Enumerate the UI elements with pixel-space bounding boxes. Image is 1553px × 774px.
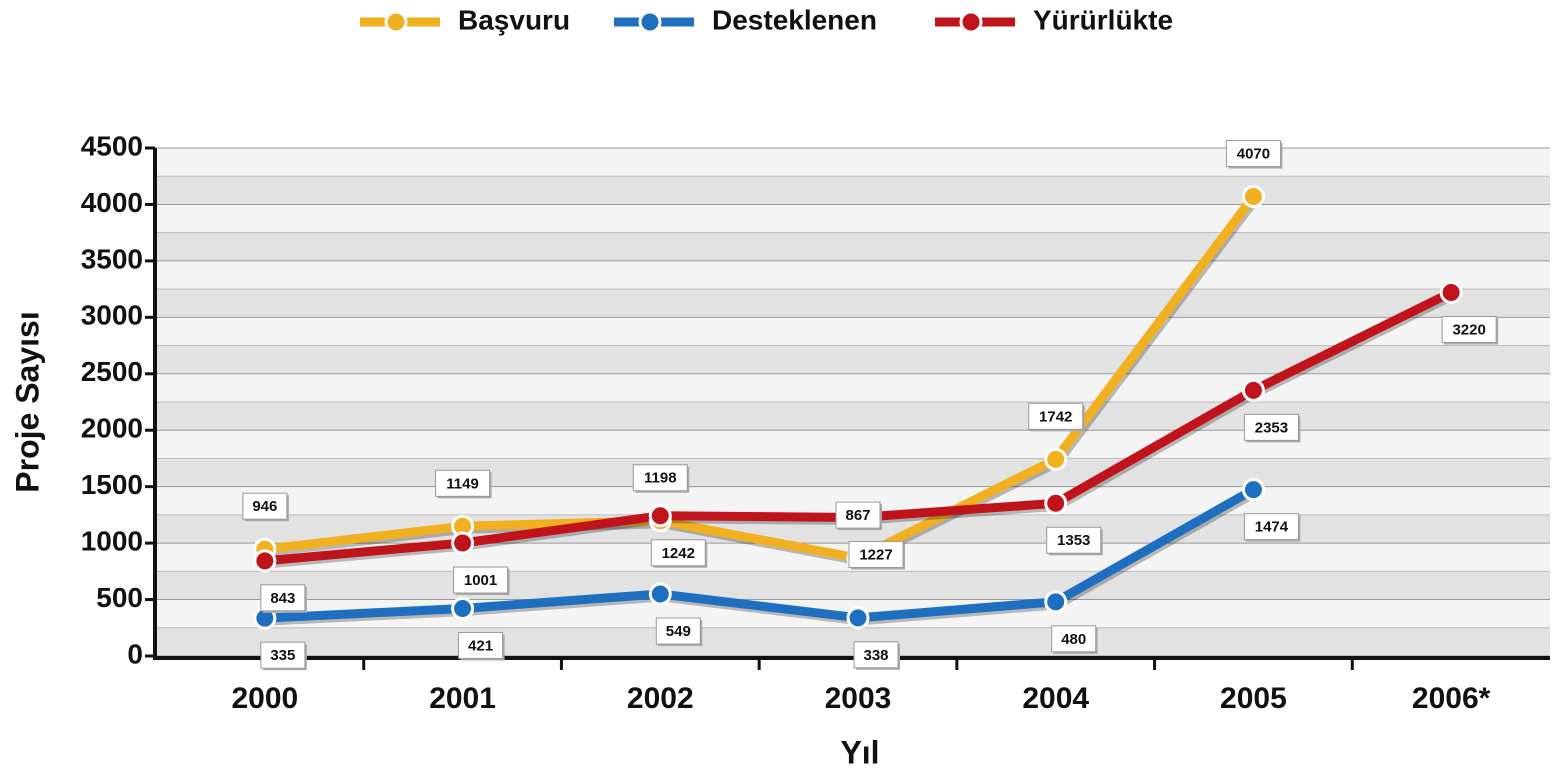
data-label: 1742 xyxy=(1039,408,1072,425)
data-label: 1227 xyxy=(859,546,892,563)
y-tick-label: 3000 xyxy=(81,300,143,331)
data-label-box xyxy=(1441,315,1497,343)
data-label-box xyxy=(1046,526,1102,554)
grid-band xyxy=(155,402,1550,431)
x-tick-label: 2003 xyxy=(825,682,892,715)
data-point xyxy=(846,606,870,630)
grid-band xyxy=(155,176,1550,205)
data-label: 3220 xyxy=(1452,321,1485,338)
data-label: 843 xyxy=(270,590,295,607)
y-tick-label: 4000 xyxy=(81,187,143,218)
legend-label: Yürürlükte xyxy=(1033,4,1173,35)
x-tick-label: 2005 xyxy=(1220,682,1287,715)
data-label: 1474 xyxy=(1255,519,1289,536)
legend-marker xyxy=(384,10,408,34)
data-point xyxy=(451,531,475,555)
x-tick-label: 2002 xyxy=(627,682,694,715)
x-tick-label: 2001 xyxy=(429,682,496,715)
x-tick-label: 2004 xyxy=(1022,682,1089,715)
data-label-box xyxy=(655,617,701,645)
data-label-box xyxy=(453,566,509,594)
data-label: 335 xyxy=(270,647,295,664)
data-label-box xyxy=(1028,402,1084,430)
data-label: 1001 xyxy=(464,572,497,589)
data-label-box xyxy=(435,469,491,497)
y-tick-label: 1500 xyxy=(81,469,143,500)
y-tick-label: 3500 xyxy=(81,243,143,274)
legend-label: Desteklenen xyxy=(712,4,877,35)
data-label-box xyxy=(1243,413,1299,441)
data-label-box xyxy=(650,539,706,567)
legend-marker xyxy=(638,10,662,34)
data-label-box xyxy=(848,540,904,568)
data-label: 4070 xyxy=(1237,146,1270,163)
x-tick-label: 2000 xyxy=(231,682,298,715)
data-label: 1242 xyxy=(662,545,695,562)
x-axis-label: Yıl xyxy=(840,734,879,770)
y-tick-label: 2000 xyxy=(81,413,143,444)
data-label: 338 xyxy=(863,647,888,664)
legend-marker xyxy=(959,10,983,34)
data-label: 2353 xyxy=(1255,419,1288,436)
grid-band xyxy=(155,289,1550,318)
data-label-box xyxy=(1225,140,1281,168)
data-label: 867 xyxy=(845,507,870,524)
data-point xyxy=(648,504,672,528)
data-label: 1198 xyxy=(644,470,677,487)
data-label-box xyxy=(1051,625,1097,653)
grid-band xyxy=(155,232,1550,261)
y-tick-label: 500 xyxy=(96,582,143,613)
data-point xyxy=(1044,590,1068,614)
y-tick-label: 0 xyxy=(127,638,143,669)
y-tick-label: 1000 xyxy=(81,526,143,557)
y-axis-label: Proje Sayısı xyxy=(9,311,45,492)
x-tick-label: 2006* xyxy=(1412,682,1491,715)
data-label-box xyxy=(242,492,288,520)
data-label-box xyxy=(458,631,504,659)
y-tick-label: 2500 xyxy=(81,356,143,387)
data-label: 1149 xyxy=(446,475,479,492)
series-line xyxy=(264,485,1256,623)
data-label: 480 xyxy=(1061,631,1086,648)
data-label-box xyxy=(632,464,688,492)
data-point xyxy=(648,582,672,606)
data-point xyxy=(1241,185,1265,209)
data-label-box xyxy=(1243,513,1299,541)
data-label-box xyxy=(260,584,306,612)
data-point xyxy=(1241,378,1265,402)
data-label: 946 xyxy=(252,498,277,515)
data-label-box xyxy=(835,501,881,529)
data-point xyxy=(451,596,475,620)
grid-band xyxy=(155,571,1550,600)
grid-band xyxy=(155,458,1550,487)
data-point xyxy=(253,549,277,573)
data-point xyxy=(1439,280,1463,304)
grid-band xyxy=(155,627,1550,656)
legend-label: Başvuru xyxy=(458,4,570,35)
data-label: 1353 xyxy=(1057,532,1090,549)
data-label: 421 xyxy=(468,637,493,654)
data-label-box xyxy=(853,641,899,669)
data-label-box xyxy=(260,641,306,669)
series-line xyxy=(264,193,1258,563)
data-point xyxy=(1044,491,1068,515)
data-point xyxy=(1241,478,1265,502)
data-label: 549 xyxy=(666,623,691,640)
y-tick-label: 4500 xyxy=(81,130,143,161)
data-point xyxy=(1044,447,1068,471)
